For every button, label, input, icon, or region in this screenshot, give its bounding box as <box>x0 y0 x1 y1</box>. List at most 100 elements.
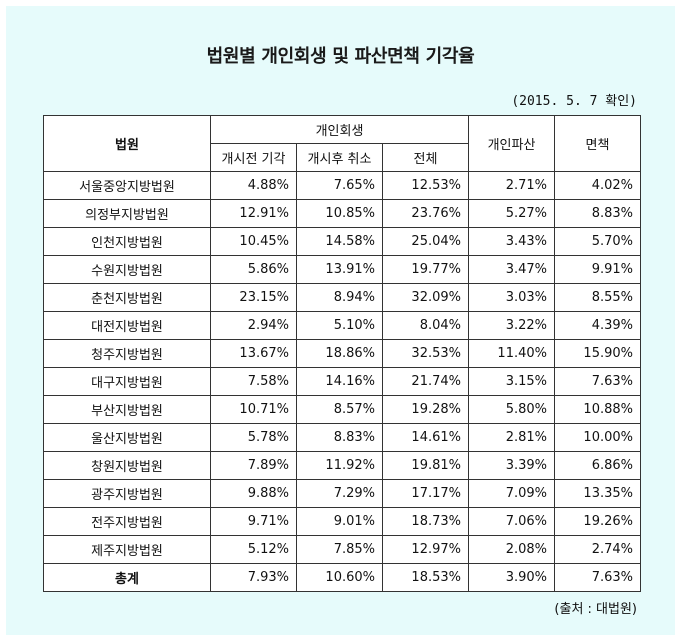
cell-before-start: 23.15% <box>210 283 297 312</box>
cell-court: 울산지방법원 <box>43 423 211 452</box>
cell-discharge: 5.70% <box>554 227 641 256</box>
cell-bankruptcy: 2.81% <box>468 423 555 452</box>
header-total: 전체 <box>382 143 469 172</box>
cell-discharge: 9.91% <box>554 255 641 284</box>
table-row: 서울중앙지방법원 4.88% 7.65% 12.53% 2.71% 4.02% <box>43 171 641 200</box>
rejection-rate-table: 법원 개인회생 개인파산 면책 개시전 기각 개시후 취소 전체 서울중앙지방법… <box>43 115 641 592</box>
cell-discharge: 13.35% <box>554 479 641 508</box>
cell-before-start: 10.45% <box>210 227 297 256</box>
cell-discharge: 19.26% <box>554 507 641 536</box>
table-row: 제주지방법원 5.12% 7.85% 12.97% 2.08% 2.74% <box>43 535 641 564</box>
cell-discharge: 4.39% <box>554 311 641 340</box>
cell-total: 23.76% <box>382 199 469 228</box>
cell-bankruptcy: 2.71% <box>468 171 555 200</box>
header-bankruptcy: 개인파산 <box>468 115 555 172</box>
header-personal-rehab: 개인회생 <box>210 115 469 144</box>
cell-total: 32.09% <box>382 283 469 312</box>
cell-court: 수원지방법원 <box>43 255 211 284</box>
table-row: 부산지방법원 10.71% 8.57% 19.28% 5.80% 10.88% <box>43 395 641 424</box>
cell-court: 서울중앙지방법원 <box>43 171 211 200</box>
cell-bankruptcy: 3.90% <box>468 563 555 592</box>
table-row: 광주지방법원 9.88% 7.29% 17.17% 7.09% 13.35% <box>43 479 641 508</box>
cell-total: 12.97% <box>382 535 469 564</box>
cell-total: 18.53% <box>382 563 469 592</box>
cell-discharge: 10.00% <box>554 423 641 452</box>
cell-total: 19.77% <box>382 255 469 284</box>
source-note: (출처 : 대법원) <box>554 602 637 617</box>
cell-before-start: 7.93% <box>210 563 297 592</box>
cell-after-start: 14.16% <box>296 367 383 396</box>
cell-after-start: 8.83% <box>296 423 383 452</box>
cell-total: 14.61% <box>382 423 469 452</box>
table-row: 의정부지방법원 12.91% 10.85% 23.76% 5.27% 8.83% <box>43 199 641 228</box>
cell-bankruptcy: 7.09% <box>468 479 555 508</box>
cell-after-start: 9.01% <box>296 507 383 536</box>
cell-bankruptcy: 2.08% <box>468 535 555 564</box>
cell-after-start: 18.86% <box>296 339 383 368</box>
cell-before-start: 10.71% <box>210 395 297 424</box>
cell-after-start: 8.94% <box>296 283 383 312</box>
cell-before-start: 4.88% <box>210 171 297 200</box>
cell-after-start: 10.85% <box>296 199 383 228</box>
document-frame: 법원별 개인회생 및 파산면책 기각율 (2015. 5. 7 확인) 법원 개… <box>6 6 675 635</box>
cell-discharge: 7.63% <box>554 367 641 396</box>
cell-after-start: 14.58% <box>296 227 383 256</box>
cell-total: 18.73% <box>382 507 469 536</box>
cell-total: 12.53% <box>382 171 469 200</box>
cell-court: 광주지방법원 <box>43 479 211 508</box>
cell-court: 인천지방법원 <box>43 227 211 256</box>
cell-before-start: 5.86% <box>210 255 297 284</box>
table-row: 수원지방법원 5.86% 13.91% 19.77% 3.47% 9.91% <box>43 255 641 284</box>
cell-court: 대구지방법원 <box>43 367 211 396</box>
cell-bankruptcy: 7.06% <box>468 507 555 536</box>
table-row: 춘천지방법원 23.15% 8.94% 32.09% 3.03% 8.55% <box>43 283 641 312</box>
table-row: 인천지방법원 10.45% 14.58% 25.04% 3.43% 5.70% <box>43 227 641 256</box>
cell-total: 21.74% <box>382 367 469 396</box>
cell-court: 의정부지방법원 <box>43 199 211 228</box>
cell-discharge: 6.86% <box>554 451 641 480</box>
cell-discharge: 8.83% <box>554 199 641 228</box>
cell-total: 17.17% <box>382 479 469 508</box>
cell-discharge: 10.88% <box>554 395 641 424</box>
cell-before-start: 5.78% <box>210 423 297 452</box>
header-before-start: 개시전 기각 <box>210 143 297 172</box>
cell-before-start: 2.94% <box>210 311 297 340</box>
date-note: (2015. 5. 7 확인) <box>511 94 637 109</box>
table-row: 대구지방법원 7.58% 14.16% 21.74% 3.15% 7.63% <box>43 367 641 396</box>
table-row: 창원지방법원 7.89% 11.92% 19.81% 3.39% 6.86% <box>43 451 641 480</box>
cell-discharge: 4.02% <box>554 171 641 200</box>
cell-bankruptcy: 3.43% <box>468 227 555 256</box>
cell-court: 부산지방법원 <box>43 395 211 424</box>
cell-after-start: 7.65% <box>296 171 383 200</box>
cell-after-start: 7.29% <box>296 479 383 508</box>
cell-bankruptcy: 5.80% <box>468 395 555 424</box>
cell-total: 19.81% <box>382 451 469 480</box>
cell-before-start: 9.71% <box>210 507 297 536</box>
cell-after-start: 11.92% <box>296 451 383 480</box>
cell-bankruptcy: 11.40% <box>468 339 555 368</box>
page-title: 법원별 개인회생 및 파산면책 기각율 <box>206 46 475 67</box>
cell-bankruptcy: 3.15% <box>468 367 555 396</box>
cell-court: 창원지방법원 <box>43 451 211 480</box>
cell-after-start: 8.57% <box>296 395 383 424</box>
cell-discharge: 2.74% <box>554 535 641 564</box>
cell-discharge: 15.90% <box>554 339 641 368</box>
cell-bankruptcy: 3.03% <box>468 283 555 312</box>
cell-court: 전주지방법원 <box>43 507 211 536</box>
cell-after-start: 7.85% <box>296 535 383 564</box>
cell-court: 춘천지방법원 <box>43 283 211 312</box>
cell-discharge: 8.55% <box>554 283 641 312</box>
table-body: 서울중앙지방법원 4.88% 7.65% 12.53% 2.71% 4.02% 의정부지방법… <box>43 171 641 592</box>
cell-bankruptcy: 5.27% <box>468 199 555 228</box>
cell-discharge: 7.63% <box>554 563 641 592</box>
cell-court: 대전지방법원 <box>43 311 211 340</box>
cell-total: 8.04% <box>382 311 469 340</box>
cell-bankruptcy: 3.39% <box>468 451 555 480</box>
cell-bankruptcy: 3.47% <box>468 255 555 284</box>
header-after-start: 개시후 취소 <box>296 143 383 172</box>
header-discharge: 면책 <box>554 115 641 172</box>
cell-before-start: 7.58% <box>210 367 297 396</box>
total-row: 총계 7.93% 10.60% 18.53% 3.90% 7.63% <box>43 563 641 592</box>
cell-after-start: 5.10% <box>296 311 383 340</box>
cell-court: 제주지방법원 <box>43 535 211 564</box>
